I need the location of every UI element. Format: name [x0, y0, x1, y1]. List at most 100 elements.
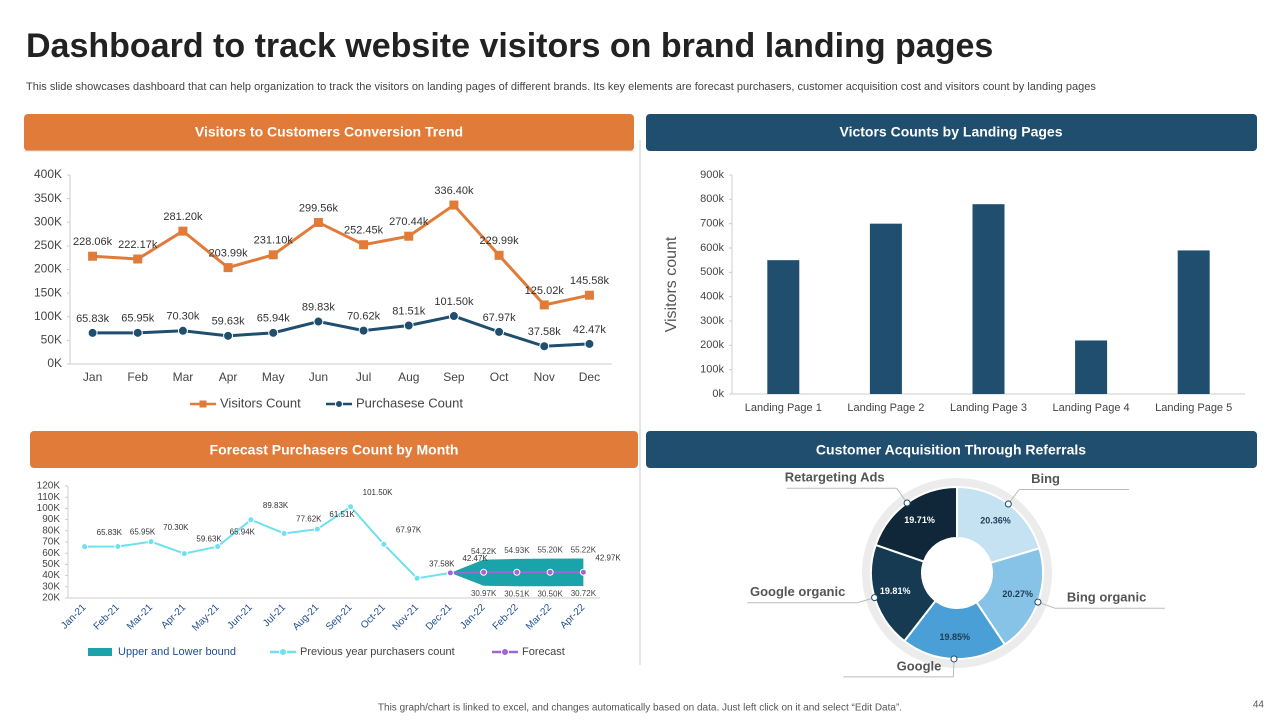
marker	[403, 320, 414, 331]
marker	[214, 543, 222, 551]
y-tick-label: 300k	[700, 315, 724, 327]
bar	[1075, 340, 1108, 394]
data-label: 228.06k	[73, 236, 113, 248]
series-line	[92, 314, 590, 348]
y-tick-label: 200k	[700, 339, 724, 351]
marker	[313, 525, 321, 533]
x-tick-label: Sep	[443, 370, 465, 384]
x-tick-label: Nov-21	[391, 602, 422, 633]
x-tick-label: Oct-21	[359, 602, 388, 631]
series-line	[92, 203, 590, 307]
marker	[81, 543, 89, 551]
y-tick-label: 90K	[42, 514, 60, 525]
data-label: 299.56k	[299, 202, 339, 214]
data-label: 42.47k	[573, 324, 607, 336]
legend-swatch	[88, 648, 112, 656]
data-label: 65.83K	[97, 528, 123, 537]
data-label: 37.58K	[429, 559, 455, 568]
x-tick-label: Feb-21	[92, 602, 122, 632]
marker	[88, 251, 98, 261]
data-label: 77.62K	[296, 515, 322, 524]
x-tick-label: Jan	[83, 370, 102, 384]
marker	[223, 263, 233, 273]
x-tick-label: Oct	[490, 370, 509, 384]
series-line	[84, 505, 451, 580]
bar	[767, 260, 800, 394]
bar	[869, 223, 902, 394]
marker	[413, 574, 421, 582]
x-tick-label: Dec	[579, 370, 600, 384]
y-tick-label: 500k	[700, 266, 724, 278]
data-label: 101.50K	[363, 488, 393, 497]
pie-hole	[922, 538, 992, 608]
panel-title: Victors Counts by Landing Pages	[839, 124, 1062, 140]
x-tick-label: Landing Page 1	[745, 402, 822, 414]
marker	[132, 327, 143, 338]
x-tick-label: Landing Page 3	[950, 402, 1027, 414]
x-tick-label: Mar	[173, 370, 194, 384]
marker	[147, 538, 155, 546]
data-label: 61.51K	[329, 510, 355, 519]
marker	[268, 327, 279, 338]
y-tick-label: 50K	[42, 559, 60, 570]
marker	[87, 327, 98, 338]
page-number: 44	[1253, 700, 1265, 711]
x-tick-label: Jun	[309, 370, 328, 384]
panel-header	[24, 114, 634, 151]
marker	[494, 326, 505, 337]
x-tick-label: Feb-22	[491, 602, 521, 632]
panel-title: Forecast Purchasers Count by Month	[210, 442, 459, 458]
data-label: 65.95k	[121, 313, 155, 325]
y-tick-label: 0k	[712, 388, 724, 400]
y-tick-label: 70K	[42, 537, 60, 548]
page-title: Dashboard to track website visitors on b…	[26, 27, 993, 65]
marker	[347, 503, 355, 511]
x-tick-label: Apr	[219, 370, 238, 384]
data-label: 20.36%	[980, 516, 1011, 526]
y-tick-label: 100K	[34, 309, 62, 323]
category-label: Google organic	[750, 584, 845, 599]
y-tick-label: 800k	[700, 193, 724, 205]
marker	[313, 316, 324, 327]
marker	[584, 338, 595, 349]
data-label: 336.40k	[434, 185, 474, 197]
data-label: 55.20K	[537, 546, 563, 555]
y-tick-label: 50K	[41, 333, 62, 347]
marker	[133, 254, 143, 264]
data-label: 65.83k	[76, 313, 110, 325]
marker	[480, 568, 488, 576]
bar	[1177, 250, 1210, 394]
marker	[501, 648, 509, 656]
data-label: 70.30k	[166, 311, 200, 323]
data-label: 229.99k	[480, 235, 520, 247]
marker	[539, 341, 550, 352]
data-label: 70.62k	[347, 311, 381, 323]
data-label: 252.45k	[344, 225, 384, 237]
y-tick-label: 150K	[34, 285, 62, 299]
marker	[335, 400, 343, 408]
x-tick-label: Apr-22	[558, 602, 587, 631]
x-tick-label: Aug-21	[291, 602, 322, 633]
category-label: Bing organic	[1067, 590, 1146, 605]
y-tick-label: 600k	[700, 242, 724, 254]
marker	[448, 311, 459, 322]
x-tick-label: Landing Page 5	[1155, 402, 1232, 414]
marker	[199, 400, 207, 408]
y-tick-label: 80K	[42, 525, 60, 536]
x-tick-label: Feb	[127, 370, 148, 384]
marker	[313, 217, 323, 227]
y-tick-label: 400k	[700, 291, 724, 303]
data-label: 270.44k	[389, 216, 429, 228]
marker	[579, 568, 587, 576]
marker	[446, 569, 454, 577]
data-label: 42.47K	[462, 554, 488, 563]
marker	[359, 240, 369, 250]
y-tick-label: 200K	[34, 262, 62, 276]
x-tick-label: May	[262, 370, 285, 384]
panel-title: Visitors to Customers Conversion Trend	[195, 124, 463, 140]
data-label: 55.22K	[571, 546, 597, 555]
data-label: 30.51K	[504, 589, 530, 598]
x-tick-label: Nov	[534, 370, 555, 384]
data-label: 70.30K	[163, 523, 189, 532]
